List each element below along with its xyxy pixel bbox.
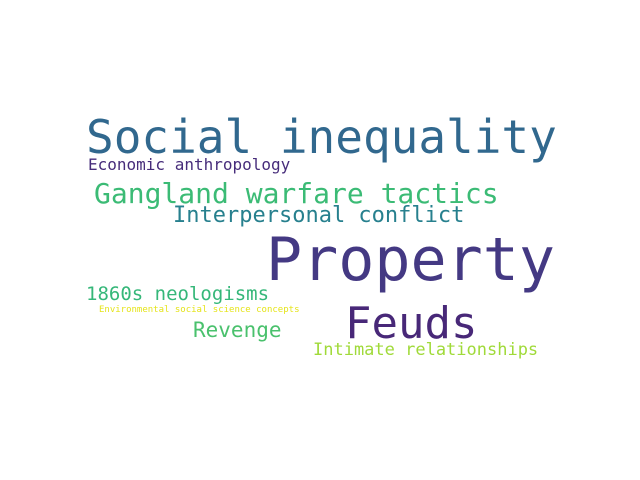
word-economic-anthropology: Economic anthropology bbox=[88, 155, 291, 174]
word-revenge: Revenge bbox=[193, 318, 282, 342]
word-1860s-neologisms: 1860s neologisms bbox=[86, 283, 270, 305]
word-property: Property bbox=[266, 225, 555, 295]
word-intimate-relationships: Intimate relationships bbox=[313, 340, 539, 360]
word-gangland-warfare-tactics: Gangland warfare tactics bbox=[94, 177, 499, 210]
word-environmental-social-science-concepts: Environmental social science concepts bbox=[99, 305, 300, 315]
word-interpersonal-conflict: Interpersonal conflict bbox=[173, 203, 465, 228]
word-feuds: Feuds bbox=[345, 298, 478, 349]
word-social-inequality: Social inequality bbox=[86, 110, 557, 164]
